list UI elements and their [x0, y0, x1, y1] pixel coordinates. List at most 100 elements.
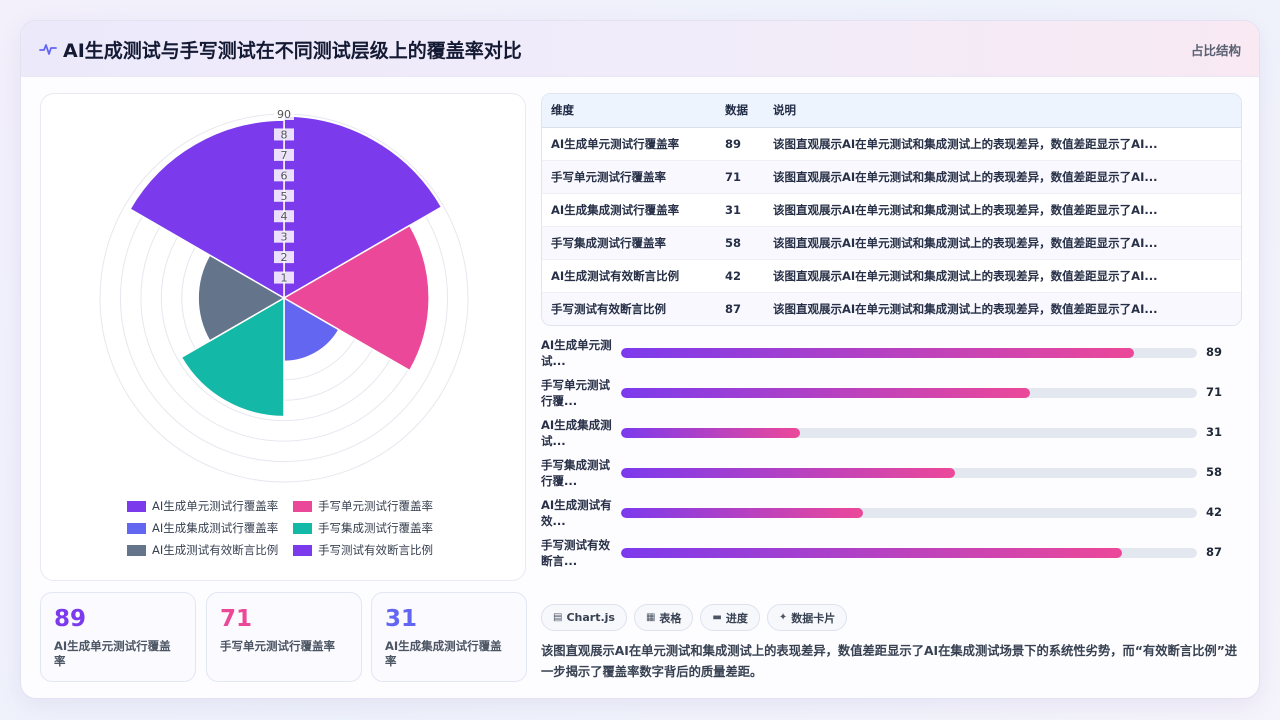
header-description: 说明 — [764, 94, 1241, 128]
progress-fill — [621, 508, 863, 518]
polar-segment[interactable] — [197, 254, 286, 342]
tick-label-bg — [274, 189, 294, 202]
tick-label: 90 — [277, 108, 291, 121]
progress-fill — [621, 348, 1134, 358]
pulse-icon — [39, 44, 57, 55]
tick-label: 8 — [281, 128, 288, 141]
table-row: 手写单元测试行覆盖率 71 该图直观展示AI在单元测试和集成测试上的表现差异，数… — [542, 160, 1241, 194]
chart-description: 该图直观展示AI在单元测试和集成测试上的表现差异，数值差距显示了AI在集成测试场… — [541, 644, 1238, 679]
tick-label: 3 — [281, 231, 288, 244]
tick-label-bg — [274, 251, 294, 264]
legend-swatch — [127, 544, 146, 556]
progress-label: AI生成单元测试... — [541, 338, 612, 368]
stat-card-ai-unit: 89 AI生成单元测试行覆盖率 — [40, 592, 196, 682]
progress-row: 手写集成测试行覆... 58 — [541, 456, 1242, 490]
legend-label: AI生成集成测试行覆盖率 — [152, 521, 279, 535]
progress-row: AI生成集成测试... 31 — [541, 416, 1242, 450]
progress-row: AI生成单元测试... 89 — [541, 336, 1242, 370]
tick-label: 7 — [281, 149, 288, 162]
progress-label: AI生成集成测试... — [541, 418, 612, 448]
progress-track — [621, 388, 1197, 398]
progress-track — [621, 428, 1197, 438]
legend-item[interactable]: 手写集成测试行覆盖率 — [293, 520, 463, 536]
cell-dimension: 手写集成测试行覆盖率 — [542, 226, 716, 260]
legend-item[interactable]: AI生成单元测试行覆盖率 — [127, 498, 293, 514]
tick-label-bg — [274, 210, 294, 223]
progress-track — [621, 468, 1197, 478]
cell-dimension: AI生成单元测试行覆盖率 — [542, 127, 716, 161]
tick-label-bg — [274, 148, 294, 161]
cell-value: 87 — [716, 292, 764, 325]
cell-note: 该图直观展示AI在单元测试和集成测试上的表现差异，数值差距显示了AI... — [764, 193, 1241, 227]
polar-segment[interactable] — [282, 224, 430, 372]
tech-chips: ▤ Chart.js ▦ 表格 ▬ 进度 ✦ 数据卡片 — [541, 604, 848, 631]
tick-label-bg — [274, 128, 294, 141]
cell-value: 42 — [716, 259, 764, 293]
progress-label: 手写单元测试行覆... — [541, 378, 610, 408]
progress-fill — [621, 388, 1030, 398]
sparkle-icon: ✦ — [778, 612, 788, 623]
cell-note: 该图直观展示AI在单元测试和集成测试上的表现差异，数值差距显示了AI... — [764, 259, 1241, 293]
tick-label: 2 — [281, 251, 288, 264]
progress-value: 71 — [1206, 385, 1223, 399]
polar-segment[interactable] — [180, 296, 285, 418]
table-row: 手写测试有效断言比例 87 该图直观展示AI在单元测试和集成测试上的表现差异，数… — [542, 292, 1241, 325]
progress-value: 87 — [1206, 545, 1223, 559]
chip-progress[interactable]: ▬ 进度 — [700, 604, 760, 631]
progress-row: AI生成测试有效... 42 — [541, 496, 1242, 530]
chip-label: 数据卡片 — [791, 611, 836, 625]
legend-swatch — [293, 500, 312, 512]
chart-type-tag[interactable]: 占比结构 — [1190, 43, 1241, 58]
cell-value: 71 — [716, 160, 764, 194]
stat-value: 71 — [220, 606, 253, 632]
cell-dimension: 手写单元测试行覆盖率 — [542, 160, 716, 194]
legend-item[interactable]: AI生成集成测试行覆盖率 — [127, 520, 293, 536]
tick-label: 1 — [281, 272, 288, 285]
progress-fill — [621, 548, 1123, 558]
table-icon: ▦ — [645, 612, 656, 623]
legend-label: 手写单元测试行覆盖率 — [318, 499, 433, 513]
legend-swatch — [127, 522, 146, 534]
cell-dimension: AI生成测试有效断言比例 — [542, 259, 716, 293]
tick-label-bg — [274, 169, 294, 182]
legend-item[interactable]: AI生成测试有效断言比例 — [127, 542, 293, 558]
stat-card-ai-integration: 31 AI生成集成测试行覆盖率 — [371, 592, 527, 682]
chip-table[interactable]: ▦ 表格 — [633, 604, 694, 631]
chip-label: 进度 — [725, 611, 748, 625]
chip-chartjs[interactable]: ▤ Chart.js — [541, 604, 627, 631]
progress-label: 手写测试有效断言... — [541, 538, 610, 568]
tick-label: 5 — [281, 190, 288, 203]
header-dimension: 维度 — [542, 94, 716, 128]
stat-label: 手写单元测试行覆盖率 — [220, 639, 335, 653]
tick-label-bg — [274, 230, 294, 243]
polar-segment[interactable] — [283, 296, 340, 363]
stat-label: AI生成集成测试行覆盖率 — [385, 639, 502, 668]
page-title: AI生成测试与手写测试在不同测试层级上的覆盖率对比 — [63, 40, 522, 62]
progress-track — [621, 508, 1197, 518]
legend-swatch — [293, 522, 312, 534]
legend-item[interactable]: 手写单元测试行覆盖率 — [293, 498, 463, 514]
progress-value: 42 — [1206, 505, 1223, 519]
table-row: AI生成测试有效断言比例 42 该图直观展示AI在单元测试和集成测试上的表现差异… — [542, 259, 1241, 293]
stat-value: 89 — [54, 606, 87, 632]
chip-data-cards[interactable]: ✦ 数据卡片 — [766, 604, 848, 631]
tick-label: 6 — [281, 169, 288, 182]
legend-swatch — [127, 500, 146, 512]
progress-fill — [621, 468, 956, 478]
polar-segment[interactable] — [283, 115, 443, 300]
stat-value: 31 — [385, 606, 418, 632]
legend-label: 手写集成测试行覆盖率 — [318, 521, 433, 535]
stat-card-manual-unit: 71 手写单元测试行覆盖率 — [206, 592, 362, 682]
progress-bars: AI生成单元测试... 89 手写单元测试行覆... 71 AI生成集成测试..… — [541, 336, 1242, 576]
cell-value: 58 — [716, 226, 764, 260]
polar-segment[interactable] — [128, 119, 285, 300]
polar-chart-panel: 1 2 3 4 5 6 7 8 90 AI生成单元测试行覆盖率 手写单元测试行覆盖率 AI生成集成测… — [40, 93, 526, 581]
cell-dimension: 手写测试有效断言比例 — [542, 292, 716, 325]
header: AI生成测试与手写测试在不同测试层级上的覆盖率对比 占比结构 — [21, 21, 1259, 77]
legend-label: AI生成测试有效断言比例 — [152, 543, 279, 557]
legend-swatch — [293, 544, 312, 556]
tick-label-bg — [274, 108, 294, 120]
stat-label: AI生成单元测试行覆盖率 — [54, 639, 171, 668]
progress-label: AI生成测试有效... — [541, 498, 612, 528]
legend-item[interactable]: 手写测试有效断言比例 — [293, 542, 463, 558]
